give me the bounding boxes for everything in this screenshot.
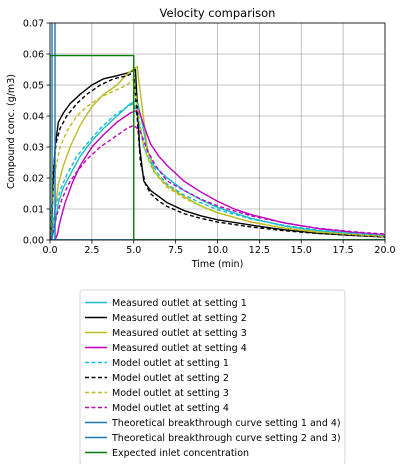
legend-entry: Measured outlet at setting 3 bbox=[112, 328, 247, 339]
x-tick-label: 17.5 bbox=[333, 245, 354, 256]
x-tick-label: 20.0 bbox=[374, 245, 395, 256]
x-tick-label: 2.5 bbox=[84, 245, 99, 256]
legend-entry: Measured outlet at setting 2 bbox=[112, 313, 247, 324]
y-tick-label: 0.01 bbox=[23, 205, 44, 216]
series-line-8 bbox=[50, 124, 385, 240]
legend-box bbox=[79, 289, 346, 464]
x-tick-label: 10.0 bbox=[207, 245, 228, 256]
x-tick-label: 15.0 bbox=[291, 245, 312, 256]
x-tick-label: 7.5 bbox=[168, 245, 183, 256]
x-axis-label: Time (min) bbox=[191, 259, 244, 270]
y-tick-label: 0.05 bbox=[23, 81, 44, 92]
x-tick-label: 12.5 bbox=[249, 245, 270, 256]
legend-entry: Expected inlet concentration bbox=[112, 448, 249, 459]
series-line-7 bbox=[50, 78, 385, 240]
legend: Measured outlet at setting 1 Measured out… bbox=[79, 289, 346, 464]
y-tick-label: 0.07 bbox=[23, 19, 44, 30]
series-line-4 bbox=[50, 109, 385, 240]
ticks: 0.0 2.5 5.0 7.5 10.0 12.5 15.0 17.5 20.0 0.00 0.01… bbox=[23, 19, 396, 257]
legend-entry: Theoretical breakthrough curve setting 2… bbox=[111, 433, 341, 444]
legend-entry: Model outlet at setting 1 bbox=[112, 358, 229, 369]
chart-title: Velocity comparison bbox=[160, 6, 276, 20]
legend-entry: Model outlet at setting 2 bbox=[112, 373, 229, 384]
series-line-6 bbox=[50, 71, 385, 240]
legend-entry: Measured outlet at setting 1 bbox=[112, 298, 247, 309]
y-tick-label: 0.03 bbox=[23, 143, 44, 154]
x-tick-label: 0.0 bbox=[42, 245, 57, 256]
y-axis-label: Compound conc. (g/m3) bbox=[6, 74, 17, 189]
series-lines bbox=[50, 23, 385, 240]
series-line-2 bbox=[50, 68, 385, 240]
legend-entry: Model outlet at setting 3 bbox=[112, 388, 229, 399]
y-tick-label: 0.06 bbox=[23, 50, 44, 61]
series-line-5 bbox=[50, 102, 385, 240]
series-line-11 bbox=[50, 54, 385, 240]
y-tick-label: 0.04 bbox=[23, 112, 44, 123]
x-tick-label: 5.0 bbox=[126, 245, 141, 256]
y-tick-label: 0.00 bbox=[23, 236, 44, 247]
y-tick-label: 0.02 bbox=[23, 174, 44, 185]
legend-entry: Measured outlet at setting 4 bbox=[112, 343, 247, 354]
legend-entry: Model outlet at setting 4 bbox=[112, 403, 229, 414]
legend-entry: Theoretical breakthrough curve setting 1… bbox=[111, 418, 341, 429]
